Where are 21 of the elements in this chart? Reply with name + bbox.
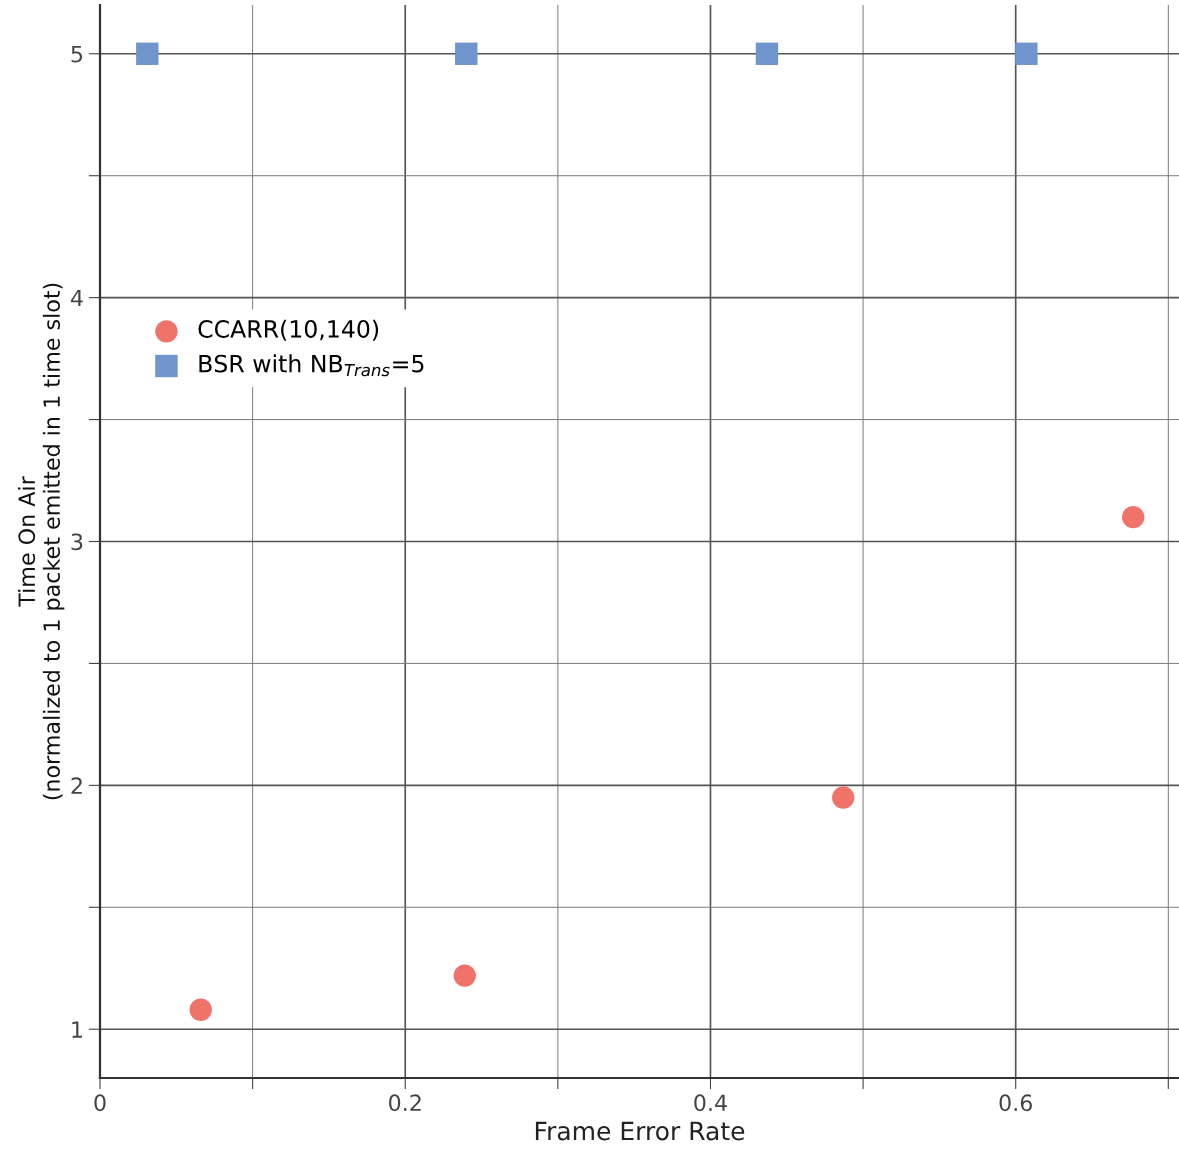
legend-label: CCARR(10,140) bbox=[198, 319, 379, 341]
x-axis-title: Frame Error Rate bbox=[535, 1121, 745, 1141]
point bbox=[136, 42, 159, 65]
point bbox=[1122, 505, 1145, 529]
point bbox=[755, 42, 779, 65]
x-tick-label: 0.6 bbox=[999, 1094, 1032, 1112]
x-tick-label: 0 bbox=[94, 1094, 106, 1112]
point bbox=[832, 786, 855, 809]
y-axis-title: Time On Air (normalized to 1 packet emitted in 1 time slot) bbox=[17, 283, 65, 800]
x-tick-label: 0.2 bbox=[389, 1094, 421, 1112]
point bbox=[455, 42, 478, 65]
legend-label: BSR with NB$_{Trans}$=5 bbox=[199, 354, 424, 377]
point bbox=[1015, 42, 1038, 65]
y-tick-label: 4 bbox=[70, 289, 83, 307]
y-tick-label: 1 bbox=[72, 1021, 82, 1038]
y-tick-label: 3 bbox=[71, 533, 83, 551]
point bbox=[453, 964, 476, 987]
y-tick-label: 5 bbox=[71, 46, 83, 63]
y-tick-label: 2 bbox=[71, 777, 82, 794]
x-tick-label: 0.4 bbox=[694, 1094, 727, 1112]
point bbox=[189, 998, 212, 1021]
